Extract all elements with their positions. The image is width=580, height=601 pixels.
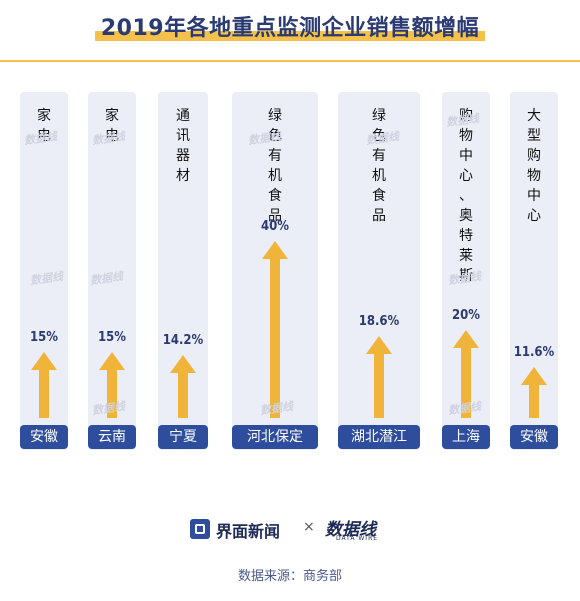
bar-arrow-shaft bbox=[374, 353, 384, 418]
title-divider bbox=[0, 60, 580, 62]
source-note: 数据来源：商务部 bbox=[237, 569, 342, 584]
category-label: 家电 bbox=[37, 108, 51, 144]
location-label: 安徽 bbox=[510, 425, 558, 449]
category-label: 通讯器材 bbox=[176, 108, 190, 184]
brand-jiemian: 界面新闻 bbox=[216, 522, 281, 541]
value-label: 14.2% bbox=[162, 333, 204, 349]
location-label: 云南 bbox=[88, 425, 136, 449]
category-label: 家电 bbox=[105, 108, 119, 144]
location-label: 河北保定 bbox=[232, 425, 318, 449]
brand-datawire: 数据线 bbox=[325, 520, 376, 540]
bar-arrow-shaft bbox=[178, 373, 188, 418]
value-label: 18.6% bbox=[358, 313, 400, 329]
bar-arrow-shaft bbox=[461, 347, 471, 418]
location-label: 上海 bbox=[442, 425, 490, 449]
bar-arrow-head bbox=[262, 241, 288, 259]
brand-datawire-sub: DATA WIRE bbox=[336, 535, 379, 542]
value-label: 15% bbox=[98, 329, 126, 345]
category-label: 绿色有机食品 bbox=[372, 108, 386, 224]
value-label: 40% bbox=[261, 219, 289, 234]
location-label: 宁夏 bbox=[158, 425, 208, 449]
bar-arrow-head bbox=[453, 329, 479, 348]
bar-arrow-shaft bbox=[39, 369, 49, 418]
location-label: 湖北潜江 bbox=[338, 425, 420, 449]
value-label: 11.6% bbox=[513, 344, 555, 360]
category-label: 大型购物中心 bbox=[527, 108, 541, 224]
bar-arrow-head bbox=[31, 351, 57, 370]
chart-title-text: 2019年各地重点监测企业销售额增幅 bbox=[100, 16, 480, 41]
value-label: 15% bbox=[30, 329, 58, 345]
jiemian-logo-icon bbox=[190, 519, 210, 539]
bar-arrow-head bbox=[170, 355, 196, 374]
footer: 界面新闻 × 数据线 DATA WIRE bbox=[0, 517, 580, 542]
bar-arrow-shaft bbox=[529, 384, 539, 418]
title-wrap: 2019年各地重点监测企业销售额增幅 bbox=[0, 10, 580, 42]
bar-arrow-head bbox=[366, 335, 392, 354]
category-label: 绿色有机食品 bbox=[268, 108, 282, 224]
brand-separator: × bbox=[303, 519, 315, 535]
value-label: 20% bbox=[452, 307, 480, 323]
bar-arrow-head bbox=[521, 366, 547, 385]
bar-arrow-head bbox=[99, 351, 125, 370]
location-label: 安徽 bbox=[20, 425, 68, 449]
category-label: 购物中心、奥特莱斯 bbox=[459, 108, 473, 284]
bar-arrow-shaft bbox=[270, 259, 280, 418]
chart-title: 2019年各地重点监测企业销售额增幅 bbox=[94, 10, 486, 42]
bar-arrow-shaft bbox=[107, 369, 117, 418]
